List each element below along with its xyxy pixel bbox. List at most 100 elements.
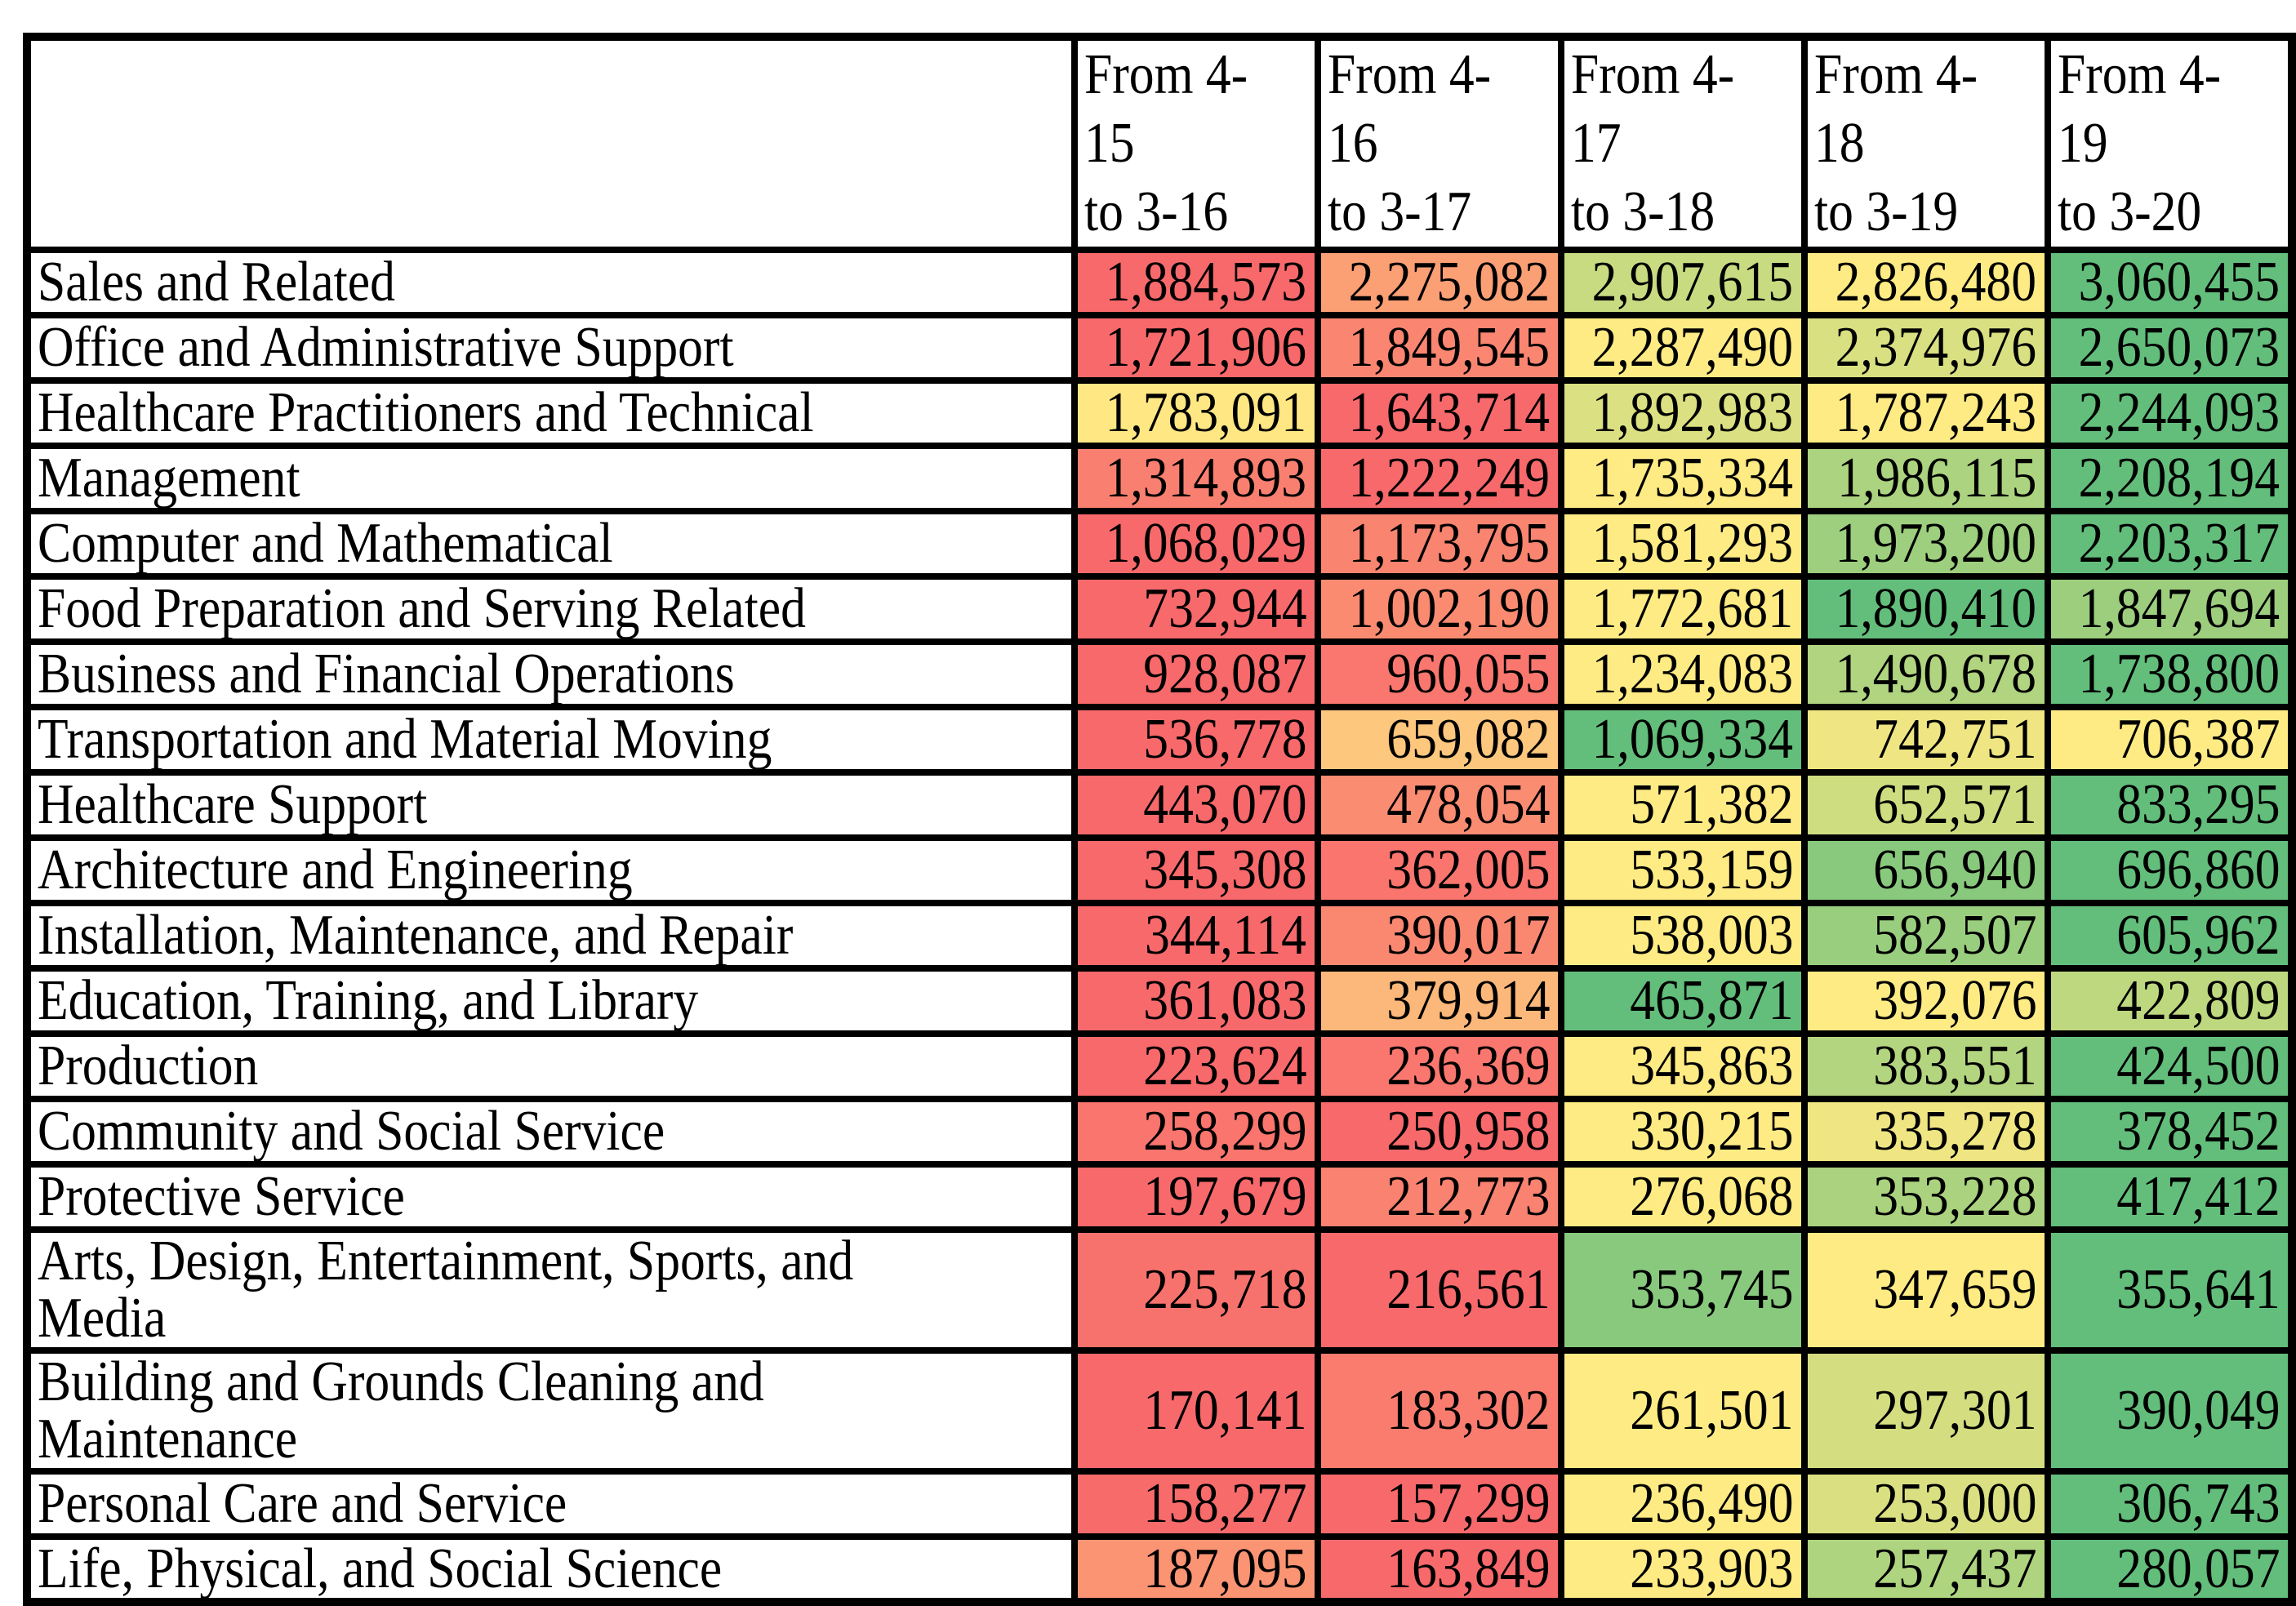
value-cell: 1,884,573 [1071,247,1321,318]
value-text: 1,222,249 [1348,447,1550,509]
value-text: 571,382 [1629,773,1793,836]
value-text: 297,301 [1872,1379,2036,1442]
value-cell: 1,738,800 [2045,638,2295,710]
value-cell: 582,507 [1801,900,2051,972]
table-row: Building and Grounds Cleaning and Mainte… [24,1347,2295,1475]
value-cell: 236,369 [1315,1030,1564,1102]
value-text: 1,849,545 [1348,316,1550,379]
value-cell: 236,490 [1558,1468,1808,1540]
value-cell: 2,907,615 [1558,247,1808,318]
value-text: 696,860 [2116,839,2280,901]
value-text: 536,778 [1142,708,1306,771]
value-text: 605,962 [2116,904,2280,967]
value-cell: 306,743 [2045,1468,2295,1540]
value-cell: 1,643,714 [1315,377,1564,449]
row-label-cell: Management [24,443,1078,514]
value-text: 355,641 [2116,1258,2280,1321]
value-cell: 187,095 [1071,1533,1321,1605]
row-label: Personal Care and Service [38,1472,567,1535]
row-label-cell: Life, Physical, and Social Science [24,1533,1078,1605]
value-cell: 652,571 [1801,769,2051,841]
value-cell: 1,581,293 [1558,508,1808,580]
value-text: 732,944 [1142,577,1306,640]
value-cell: 833,295 [2045,769,2295,841]
value-text: 1,890,410 [1835,577,2036,640]
value-cell: 1,173,795 [1315,508,1564,580]
value-text: 2,203,317 [2078,512,2280,575]
value-text: 170,141 [1142,1379,1306,1442]
value-text: 306,743 [2116,1472,2280,1535]
value-cell: 3,060,455 [2045,247,2295,318]
col-header-period-4: From 4-18 to 3-19 [1801,33,2051,253]
value-text: 742,751 [1872,708,2036,771]
row-label-cell: Arts, Design, Entertainment, Sports, and… [24,1226,1078,1354]
value-text: 261,501 [1629,1379,1793,1442]
table-row: Computer and Mathematical 1,068,029 1,173,… [24,508,2295,580]
table-body: Sales and Related 1,884,573 2,275,082 2,907… [24,247,2295,1605]
value-text: 253,000 [1872,1472,2036,1535]
value-cell: 1,002,190 [1315,573,1564,645]
value-cell: 379,914 [1315,965,1564,1037]
value-text: 158,277 [1142,1472,1306,1535]
row-label-cell: Office and Administrative Support [24,312,1078,384]
value-text: 187,095 [1142,1537,1306,1600]
value-text: 417,412 [2116,1165,2280,1228]
value-cell: 261,501 [1558,1347,1808,1475]
value-text: 1,643,714 [1348,381,1550,444]
value-text: 424,500 [2116,1034,2280,1097]
table-row: Production 223,624 236,369 345,863 383,551 42… [24,1030,2295,1102]
value-cell: 696,860 [2045,834,2295,906]
value-cell: 1,490,678 [1801,638,2051,710]
value-cell: 1,847,694 [2045,573,2295,645]
value-cell: 1,772,681 [1558,573,1808,645]
value-cell: 1,721,906 [1071,312,1321,384]
value-text: 280,057 [2116,1537,2280,1600]
row-label-cell: Food Preparation and Serving Related [24,573,1078,645]
row-label-cell: Building and Grounds Cleaning and Mainte… [24,1347,1078,1475]
value-cell: 1,973,200 [1801,508,2051,580]
value-cell: 335,278 [1801,1096,2051,1168]
table-row: Office and Administrative Support 1,721,9… [24,312,2295,384]
value-cell: 2,374,976 [1801,312,2051,384]
value-cell: 225,718 [1071,1226,1321,1354]
table-row: Life, Physical, and Social Science 187,09… [24,1533,2295,1605]
value-cell: 659,082 [1315,704,1564,776]
value-text: 347,659 [1872,1258,2036,1321]
value-text: 1,892,983 [1591,381,1793,444]
row-label-cell: Computer and Mathematical [24,508,1078,580]
row-label-cell: Production [24,1030,1078,1102]
col-header-period-1: From 4-15 to 3-16 [1071,33,1321,253]
value-text: 1,314,893 [1105,447,1306,509]
value-cell: 1,069,334 [1558,704,1808,776]
corner-cell [24,33,1078,253]
value-cell: 390,049 [2045,1347,2295,1475]
table-row: Personal Care and Service 158,277 157,299 2… [24,1468,2295,1540]
value-cell: 257,437 [1801,1533,2051,1605]
row-label: Computer and Mathematical [38,512,613,575]
value-text: 960,055 [1386,643,1550,705]
value-text: 478,054 [1386,773,1550,836]
value-cell: 280,057 [2045,1533,2295,1605]
value-text: 216,561 [1386,1258,1550,1321]
value-text: 1,002,190 [1348,577,1550,640]
table-row: Management 1,314,893 1,222,249 1,735,334 1,9… [24,443,2295,514]
table-row: Community and Social Service 258,299 250,9… [24,1096,2295,1168]
value-text: 1,735,334 [1591,447,1793,509]
value-cell: 1,986,115 [1801,443,2051,514]
value-cell: 533,159 [1558,834,1808,906]
table-row: Education, Training, and Library 361,083 3… [24,965,2295,1037]
value-cell: 422,809 [2045,965,2295,1037]
value-cell: 353,228 [1801,1161,2051,1233]
value-text: 443,070 [1142,773,1306,836]
value-cell: 1,849,545 [1315,312,1564,384]
occupations-heatmap-table-container: From 4-15 to 3-16 From 4-16 to 3-17 From 4… [23,33,2296,1606]
value-text: 1,787,243 [1835,381,2036,444]
value-text: 1,772,681 [1591,577,1793,640]
row-label: Healthcare Practitioners and Technical [38,381,814,444]
table-row: Food Preparation and Serving Related 732,… [24,573,2295,645]
value-cell: 2,650,073 [2045,312,2295,384]
row-label: Transportation and Material Moving [38,708,772,771]
row-label-cell: Education, Training, and Library [24,965,1078,1037]
value-cell: 2,244,093 [2045,377,2295,449]
value-text: 1,847,694 [2078,577,2280,640]
